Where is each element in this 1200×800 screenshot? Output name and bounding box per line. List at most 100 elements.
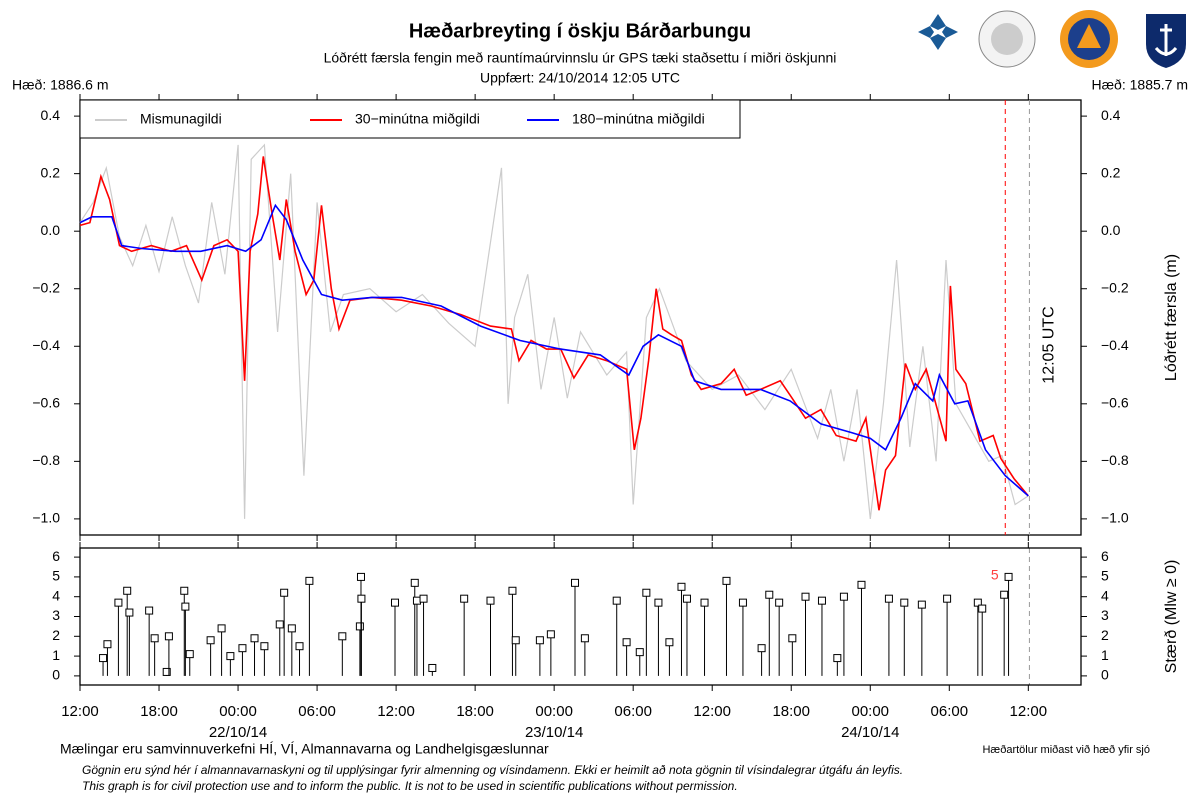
y-tick-label: 1 bbox=[52, 647, 60, 663]
quake-marker bbox=[391, 598, 400, 607]
x-tick-label: 12:00 bbox=[693, 703, 731, 720]
quake-marker bbox=[571, 578, 580, 587]
quake-marker bbox=[355, 622, 364, 631]
subtitle: Lóðrétt færsla fengin með rauntímaúrvinn… bbox=[324, 50, 837, 66]
y-tick-label: −0.4 bbox=[32, 337, 60, 353]
logo-lhg bbox=[1146, 14, 1186, 68]
quake-marker bbox=[700, 598, 709, 607]
quake-marker bbox=[99, 654, 108, 663]
quake-marker bbox=[788, 634, 797, 643]
y-tick-label: 0 bbox=[52, 667, 60, 683]
quake-marker bbox=[665, 638, 674, 647]
x-date-label: 23/10/14 bbox=[525, 724, 583, 741]
quake-marker bbox=[654, 598, 663, 607]
line-series bbox=[79, 203, 1029, 497]
y-tick-label: 3 bbox=[52, 607, 60, 623]
quake-marker bbox=[943, 594, 952, 603]
y-tick-label-right: 0.0 bbox=[1101, 222, 1121, 238]
quake-marker bbox=[419, 594, 428, 603]
height-left: Hæð: 1886.6 m bbox=[12, 77, 109, 93]
quake-marker bbox=[535, 636, 544, 645]
y-tick-label-right: −0.4 bbox=[1101, 337, 1129, 353]
y-tick-label: 5 bbox=[52, 568, 60, 584]
legend bbox=[79, 99, 741, 139]
plot-frame bbox=[79, 99, 1082, 536]
quake-marker bbox=[164, 632, 173, 641]
quake-marker bbox=[356, 572, 365, 581]
x-tick-label: 06:00 bbox=[614, 703, 652, 720]
y-tick-label-right: −1.0 bbox=[1101, 510, 1129, 526]
quake-marker bbox=[511, 636, 520, 645]
quake-marker bbox=[978, 604, 987, 613]
y-tick-label: −1.0 bbox=[32, 510, 60, 526]
x-tick-label: 12:00 bbox=[61, 703, 99, 720]
quake-marker bbox=[287, 624, 296, 633]
quake-marker bbox=[180, 586, 189, 595]
quake-marker bbox=[580, 634, 589, 643]
x-tick-label: 18:00 bbox=[456, 703, 494, 720]
updated: Uppfært: 24/10/2014 12:05 UTC bbox=[480, 70, 680, 86]
quake-marker bbox=[260, 642, 269, 651]
y-tick-label-right: 4 bbox=[1101, 587, 1109, 603]
title: Hæðarbreyting í öskju Bárðarbungu bbox=[409, 20, 751, 42]
quake-marker bbox=[857, 580, 866, 589]
quake-marker bbox=[185, 650, 194, 659]
quake-marker bbox=[250, 634, 259, 643]
quake-marker bbox=[801, 592, 810, 601]
y-tick-label: 4 bbox=[52, 587, 60, 603]
y-tick-label-right: 0.2 bbox=[1101, 164, 1121, 180]
quake-marker bbox=[546, 630, 555, 639]
quake-marker bbox=[275, 620, 284, 629]
y-axis-label: Lóðrétt færsla (m) bbox=[1163, 254, 1180, 381]
quake-marker bbox=[150, 634, 159, 643]
quake-marker bbox=[226, 652, 235, 661]
y-tick-label-right: −0.8 bbox=[1101, 452, 1129, 468]
x-tick-label: 18:00 bbox=[772, 703, 810, 720]
x-date-label: 22/10/14 bbox=[209, 724, 267, 741]
quake-marker bbox=[833, 654, 842, 663]
y-tick-label: 0.4 bbox=[41, 107, 61, 123]
quake-marker bbox=[206, 636, 215, 645]
y-tick-label-right: 5 bbox=[1101, 568, 1109, 584]
y-tick-label: 2 bbox=[52, 627, 60, 643]
quake-marker bbox=[305, 576, 314, 585]
x-tick-label: 12:00 bbox=[1010, 703, 1048, 720]
x-tick-label: 00:00 bbox=[219, 703, 257, 720]
y-axis-label: Stærð (Mlw ≥ 0) bbox=[1163, 560, 1180, 674]
y-tick-label: −0.2 bbox=[32, 279, 60, 295]
quake-marker bbox=[738, 598, 747, 607]
quake-marker bbox=[125, 608, 134, 617]
x-tick-label: 18:00 bbox=[140, 703, 178, 720]
legend-label: 30−minútna miðgildi bbox=[355, 111, 480, 127]
quake-marker bbox=[775, 598, 784, 607]
quake-marker bbox=[973, 598, 982, 607]
quake-marker bbox=[181, 602, 190, 611]
x-date-label: 24/10/14 bbox=[841, 724, 899, 741]
legend-label: 180−minútna miðgildi bbox=[572, 111, 705, 127]
quake-marker bbox=[460, 594, 469, 603]
quake-marker bbox=[817, 596, 826, 605]
vline-label: 12:05 UTC bbox=[1041, 306, 1058, 383]
y-tick-label: 6 bbox=[52, 548, 60, 564]
quake-marker bbox=[114, 598, 123, 607]
credit: Mælingar eru samvinnuverkefni HÍ, VÍ, Al… bbox=[60, 741, 549, 757]
quake-marker bbox=[428, 663, 437, 672]
note-en: This graph is for civil protection use a… bbox=[82, 779, 738, 793]
quake-marker bbox=[900, 598, 909, 607]
quake-marker bbox=[682, 594, 691, 603]
quake-marker bbox=[162, 667, 171, 676]
quake-marker bbox=[410, 578, 419, 587]
quake-marker bbox=[145, 606, 154, 615]
quake-marker bbox=[1004, 572, 1013, 581]
note-is: Gögnin eru sýnd hér í almannavarnaskyni … bbox=[82, 763, 903, 777]
quake-marker bbox=[635, 648, 644, 657]
quake-marker bbox=[884, 594, 893, 603]
y-tick-label-right: 6 bbox=[1101, 548, 1109, 564]
quake-marker bbox=[622, 638, 631, 647]
quake-marker bbox=[338, 632, 347, 641]
quake-marker bbox=[123, 586, 132, 595]
quake-marker bbox=[677, 582, 686, 591]
logo-vi bbox=[918, 14, 958, 50]
y-tick-label-right: −0.2 bbox=[1101, 279, 1129, 295]
logo-hi bbox=[978, 10, 1036, 68]
